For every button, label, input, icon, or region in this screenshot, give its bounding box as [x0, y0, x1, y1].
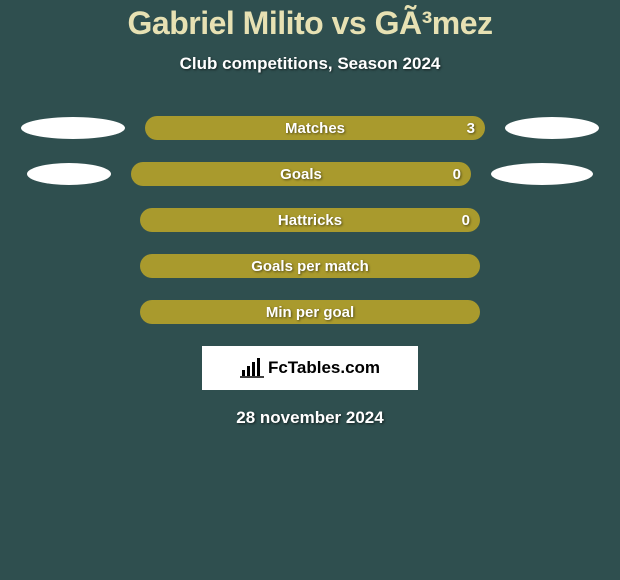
- stat-row-min-per-goal: Min per goal: [0, 300, 620, 324]
- stat-value: 0: [453, 166, 461, 183]
- footer-date: 28 november 2024: [0, 408, 620, 428]
- stat-bar-hattricks: Hattricks 0: [140, 208, 480, 232]
- stat-label: Min per goal: [266, 304, 354, 321]
- stat-bar-goals: Goals 0: [131, 162, 471, 186]
- left-ellipse-goals: [27, 163, 111, 185]
- stat-label: Goals: [280, 166, 322, 183]
- stat-label: Hattricks: [278, 212, 342, 229]
- bar-chart-icon: [240, 358, 264, 378]
- right-ellipse-goals: [491, 163, 593, 185]
- stat-label: Matches: [285, 120, 345, 137]
- stat-bar-min-per-goal: Min per goal: [140, 300, 480, 324]
- stat-bar-goals-per-match: Goals per match: [140, 254, 480, 278]
- stat-bar-matches: Matches 3: [145, 116, 485, 140]
- brand-logo-box[interactable]: FcTables.com: [202, 346, 418, 390]
- stat-row-goals: Goals 0: [0, 162, 620, 186]
- stat-value: 3: [467, 120, 475, 137]
- left-ellipse-matches: [21, 117, 125, 139]
- stat-value: 0: [462, 212, 470, 229]
- stat-label: Goals per match: [251, 258, 369, 275]
- right-ellipse-matches: [505, 117, 599, 139]
- comparison-panel: Gabriel Milito vs GÃ³mez Club competitio…: [0, 0, 620, 428]
- page-subtitle: Club competitions, Season 2024: [0, 54, 620, 74]
- stat-row-matches: Matches 3: [0, 116, 620, 140]
- brand-name: FcTables.com: [268, 358, 380, 378]
- stat-row-goals-per-match: Goals per match: [0, 254, 620, 278]
- page-title: Gabriel Milito vs GÃ³mez: [0, 5, 620, 42]
- stat-row-hattricks: Hattricks 0: [0, 208, 620, 232]
